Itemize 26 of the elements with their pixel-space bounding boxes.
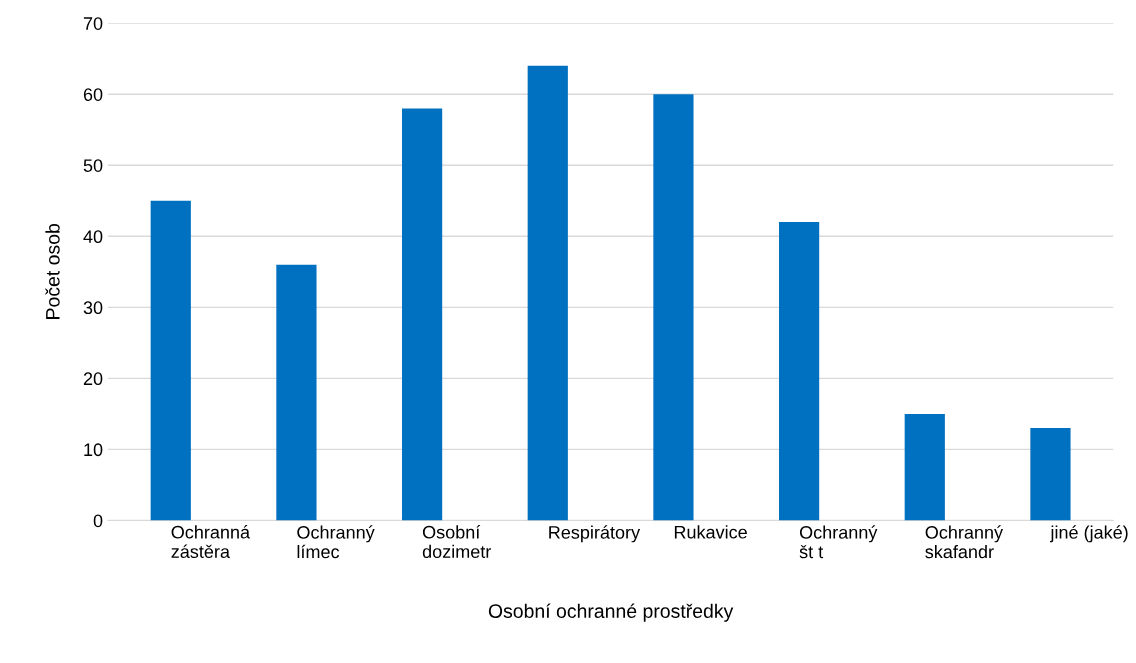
x-axis-title: Osobní ochranné prostředky [488, 603, 734, 622]
y-tick-label: 60 [83, 88, 103, 101]
bar [276, 264, 317, 521]
y-tick-label: 50 [83, 159, 103, 172]
bar [653, 94, 694, 521]
x-tick-label: Ochranný límec [297, 525, 375, 559]
y-tick-label: 20 [83, 372, 103, 386]
bar [904, 413, 945, 521]
x-tick-label: Ochranná zástěra [171, 525, 251, 559]
x-tick-label: Respirátory [549, 525, 641, 543]
bar [401, 108, 443, 521]
bar [1030, 428, 1071, 521]
x-tick-label: Ochranný skafandr [925, 525, 1004, 559]
x-tick-label: Osobní dozimetr [422, 525, 492, 559]
y-axis-title: Počet osob [45, 224, 60, 319]
bar [527, 65, 568, 521]
y-tick-label: 70 [83, 17, 103, 30]
x-tick-label: Ochranný št t [799, 525, 878, 559]
bar [150, 200, 191, 521]
y-tick-label: 40 [83, 230, 103, 244]
x-tick-label: jiné (jaké) [1050, 525, 1128, 543]
y-tick-label: 30 [83, 301, 103, 315]
x-tick-label: Rukavice [674, 525, 747, 539]
y-tick-label: 0 [93, 514, 103, 528]
bar [779, 222, 820, 521]
y-tick-label: 10 [84, 443, 103, 457]
